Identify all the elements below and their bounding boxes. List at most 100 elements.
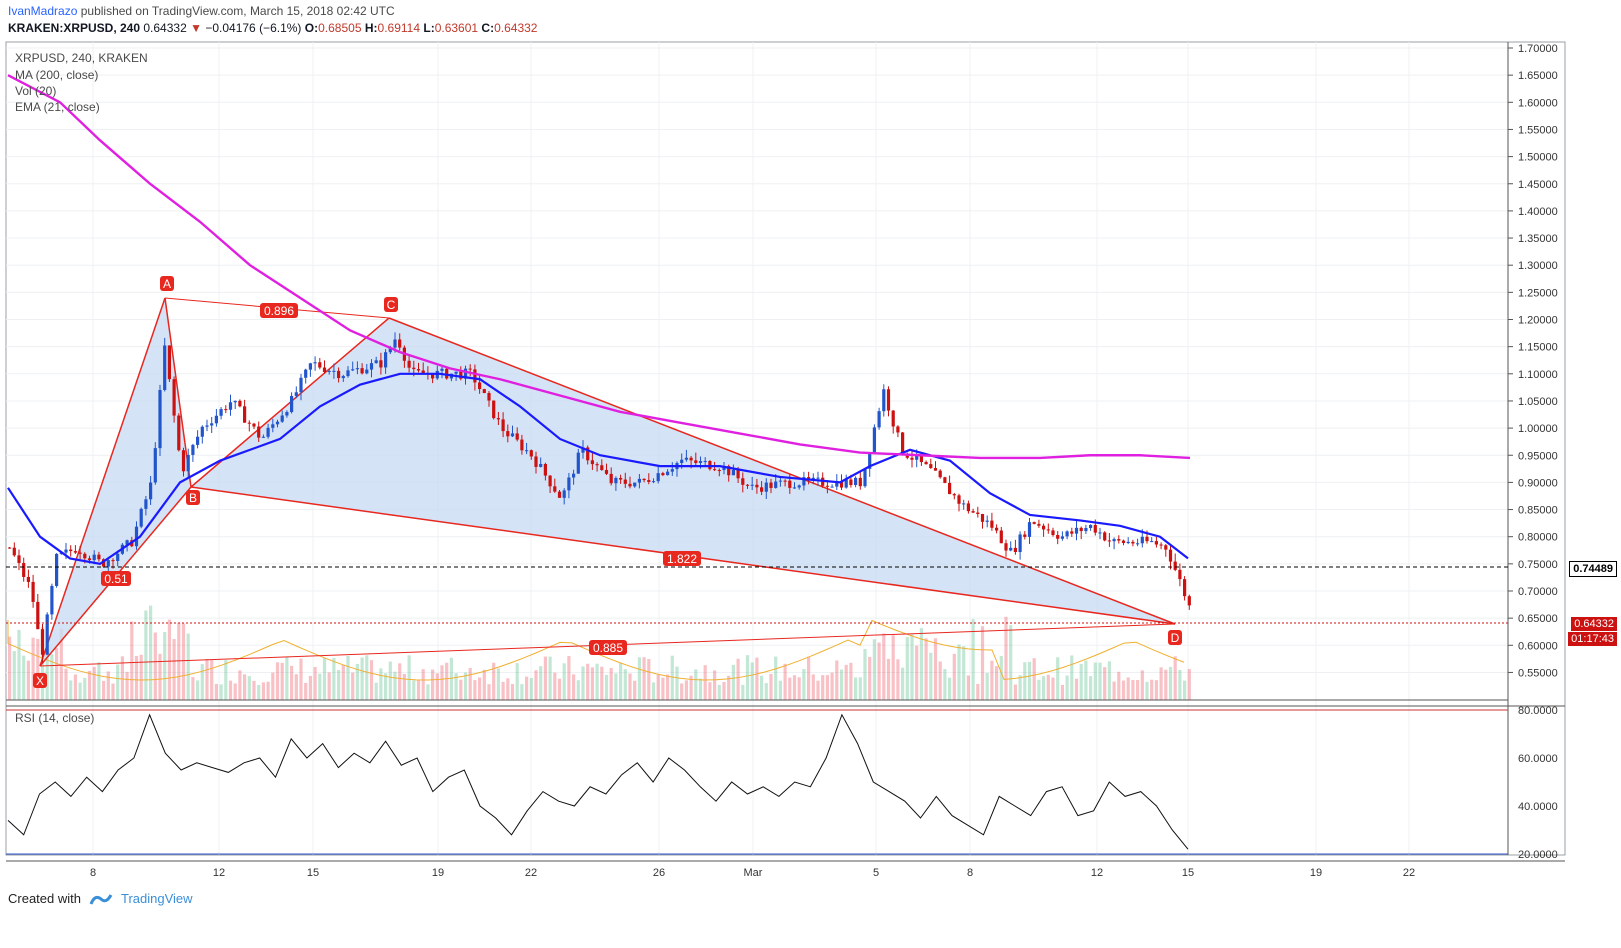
volume-bar [1046, 674, 1050, 700]
candle-body [741, 478, 745, 485]
legend-vol[interactable]: Vol (20) [15, 84, 57, 98]
price-tick-label: 1.05000 [1518, 396, 1558, 408]
volume-bar [22, 655, 26, 700]
author-link[interactable]: IvanMadrazo [8, 4, 78, 18]
candle-body [731, 469, 735, 476]
volume-bar [1079, 663, 1083, 700]
candle-body [247, 422, 251, 424]
volume-bar [1107, 661, 1111, 700]
candle-body [106, 560, 110, 567]
date-tick-label: 19 [1310, 867, 1322, 879]
volume-bar [948, 677, 952, 700]
candle-body [365, 369, 369, 374]
volume-bar [313, 666, 317, 700]
volume-bar [670, 655, 674, 700]
price-tick-label: 0.95000 [1518, 450, 1558, 462]
tradingview-brand[interactable]: TradingView [120, 891, 193, 906]
volume-bar [534, 670, 538, 700]
volume-bar [567, 656, 571, 700]
candle-body [966, 503, 970, 512]
pattern-xab-fill [40, 298, 191, 666]
candle-body [581, 447, 585, 453]
volume-bar [322, 657, 327, 700]
candle-body [313, 362, 317, 364]
candle-body [722, 466, 726, 471]
volume-bar [858, 677, 862, 700]
volume-bar [788, 677, 792, 700]
candle-body [280, 415, 284, 422]
candle-body [952, 494, 956, 496]
low-value: 0.63601 [434, 21, 479, 35]
candle-body [891, 410, 895, 427]
candle-body [910, 457, 914, 460]
volume-bar [943, 669, 947, 700]
candle-body [111, 560, 115, 562]
date-tick-label: 12 [1091, 867, 1103, 879]
volume-bar [266, 681, 270, 700]
candle-body [778, 480, 782, 482]
volume-bar [938, 661, 942, 700]
candle-body [97, 554, 101, 560]
candle-body [844, 479, 848, 488]
volume-bar [440, 665, 444, 700]
candle-body [459, 371, 463, 379]
legend-ema[interactable]: EMA (21, close) [15, 100, 100, 114]
volume-bar [1117, 671, 1121, 700]
volume-bar [933, 638, 938, 700]
volume-bar [257, 684, 261, 700]
point-label-c: C [387, 298, 396, 312]
candle-body [590, 460, 594, 465]
volume-bar [562, 663, 566, 700]
candle-body [1136, 543, 1140, 545]
candle-body [971, 511, 975, 513]
candle-body [529, 450, 533, 457]
volume-bar [886, 658, 891, 700]
candle-body [191, 444, 195, 455]
volume-bar [854, 677, 858, 700]
rsi-tick-label: 80.0000 [1518, 705, 1558, 717]
volume-bar [572, 674, 576, 700]
candle-body [379, 360, 383, 368]
candle-body [369, 363, 374, 370]
candle-body [839, 481, 844, 488]
ratio-label-bg [663, 551, 701, 566]
candle-body [736, 469, 740, 479]
volume-bar [971, 619, 975, 700]
volume-bar [844, 664, 848, 700]
candle-body [619, 477, 623, 480]
candle-body [45, 614, 49, 655]
volume-bar [995, 666, 999, 700]
candle-body [698, 461, 703, 463]
candle-body [1187, 596, 1191, 606]
price-tick-label: 0.70000 [1518, 586, 1558, 598]
candle-body [750, 484, 754, 486]
candle-body [1070, 531, 1074, 534]
volume-bar [1150, 679, 1154, 700]
candle-body [167, 345, 171, 380]
volume-bar [849, 662, 853, 700]
candle-body [703, 461, 707, 463]
candle-body [727, 466, 731, 476]
volume-bar [1126, 677, 1130, 700]
legend-rsi[interactable]: RSI (14, close) [15, 711, 95, 725]
candle-body [290, 395, 294, 413]
candle-body [1145, 536, 1149, 542]
point-label-b: B [189, 491, 197, 505]
candle-body [492, 400, 496, 419]
volume-bar [106, 671, 110, 700]
candle-body [1121, 540, 1126, 544]
candle-body [1126, 541, 1130, 544]
volume-bar [539, 666, 543, 700]
volume-bar [1065, 675, 1069, 700]
legend-ma[interactable]: MA (200, close) [15, 68, 99, 82]
candle-body [651, 481, 656, 483]
volume-bar [1009, 625, 1013, 700]
volume-bar [12, 651, 16, 700]
candle-body [149, 482, 153, 500]
volume-bar [186, 633, 190, 700]
volume-bar [957, 644, 961, 700]
candle-body [228, 402, 233, 410]
candle-body [219, 409, 223, 416]
candle-body [807, 477, 811, 480]
